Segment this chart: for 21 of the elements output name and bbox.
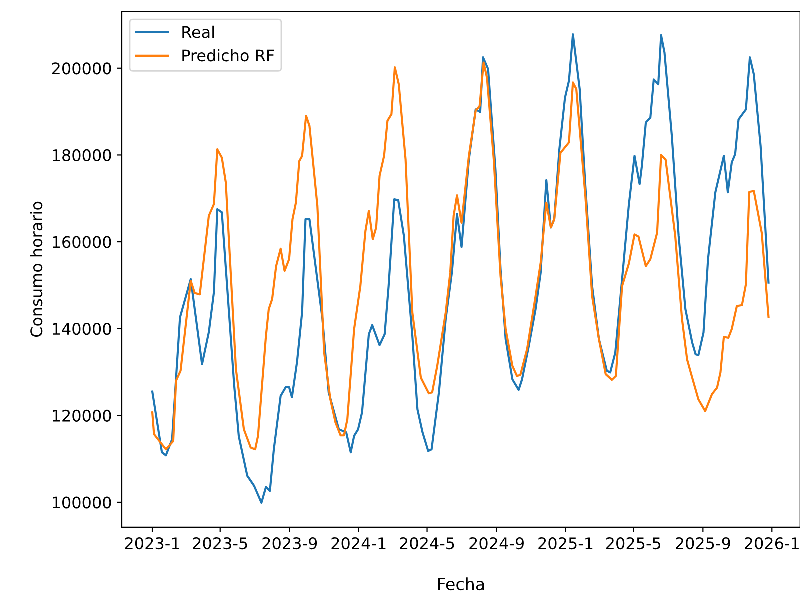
y-tick-label: 180000 bbox=[53, 149, 112, 162]
y-tick-label: 200000 bbox=[52, 62, 112, 75]
legend-label: Predicho RF bbox=[182, 49, 274, 62]
x-tick-label: 2026-1 bbox=[745, 537, 799, 550]
x-tick-label: 2025-1 bbox=[538, 537, 593, 550]
legend-label: Real bbox=[182, 26, 214, 38]
x-tick-label: 2025-5 bbox=[606, 537, 661, 550]
x-tick-label: 2024-5 bbox=[400, 537, 454, 550]
y-tick-label: 100000 bbox=[53, 496, 112, 509]
x-tick-label: 2023-5 bbox=[193, 537, 248, 550]
x-tick-label: 2025-9 bbox=[676, 537, 730, 550]
x-tick-label: 2023-9 bbox=[262, 537, 318, 550]
y-axis-title: Consumo horario bbox=[30, 202, 43, 338]
x-tick-label: 2024-1 bbox=[332, 537, 386, 550]
x-tick-label: 2024-9 bbox=[470, 537, 524, 550]
x-tick-label: 2023-1 bbox=[125, 537, 180, 550]
line-series bbox=[151, 62, 770, 451]
y-tick-label: 120000 bbox=[53, 410, 112, 422]
y-tick-label: 140000 bbox=[53, 323, 112, 336]
y-tick-label: 160000 bbox=[53, 236, 112, 248]
x-axis-title: Fecha bbox=[438, 578, 484, 591]
